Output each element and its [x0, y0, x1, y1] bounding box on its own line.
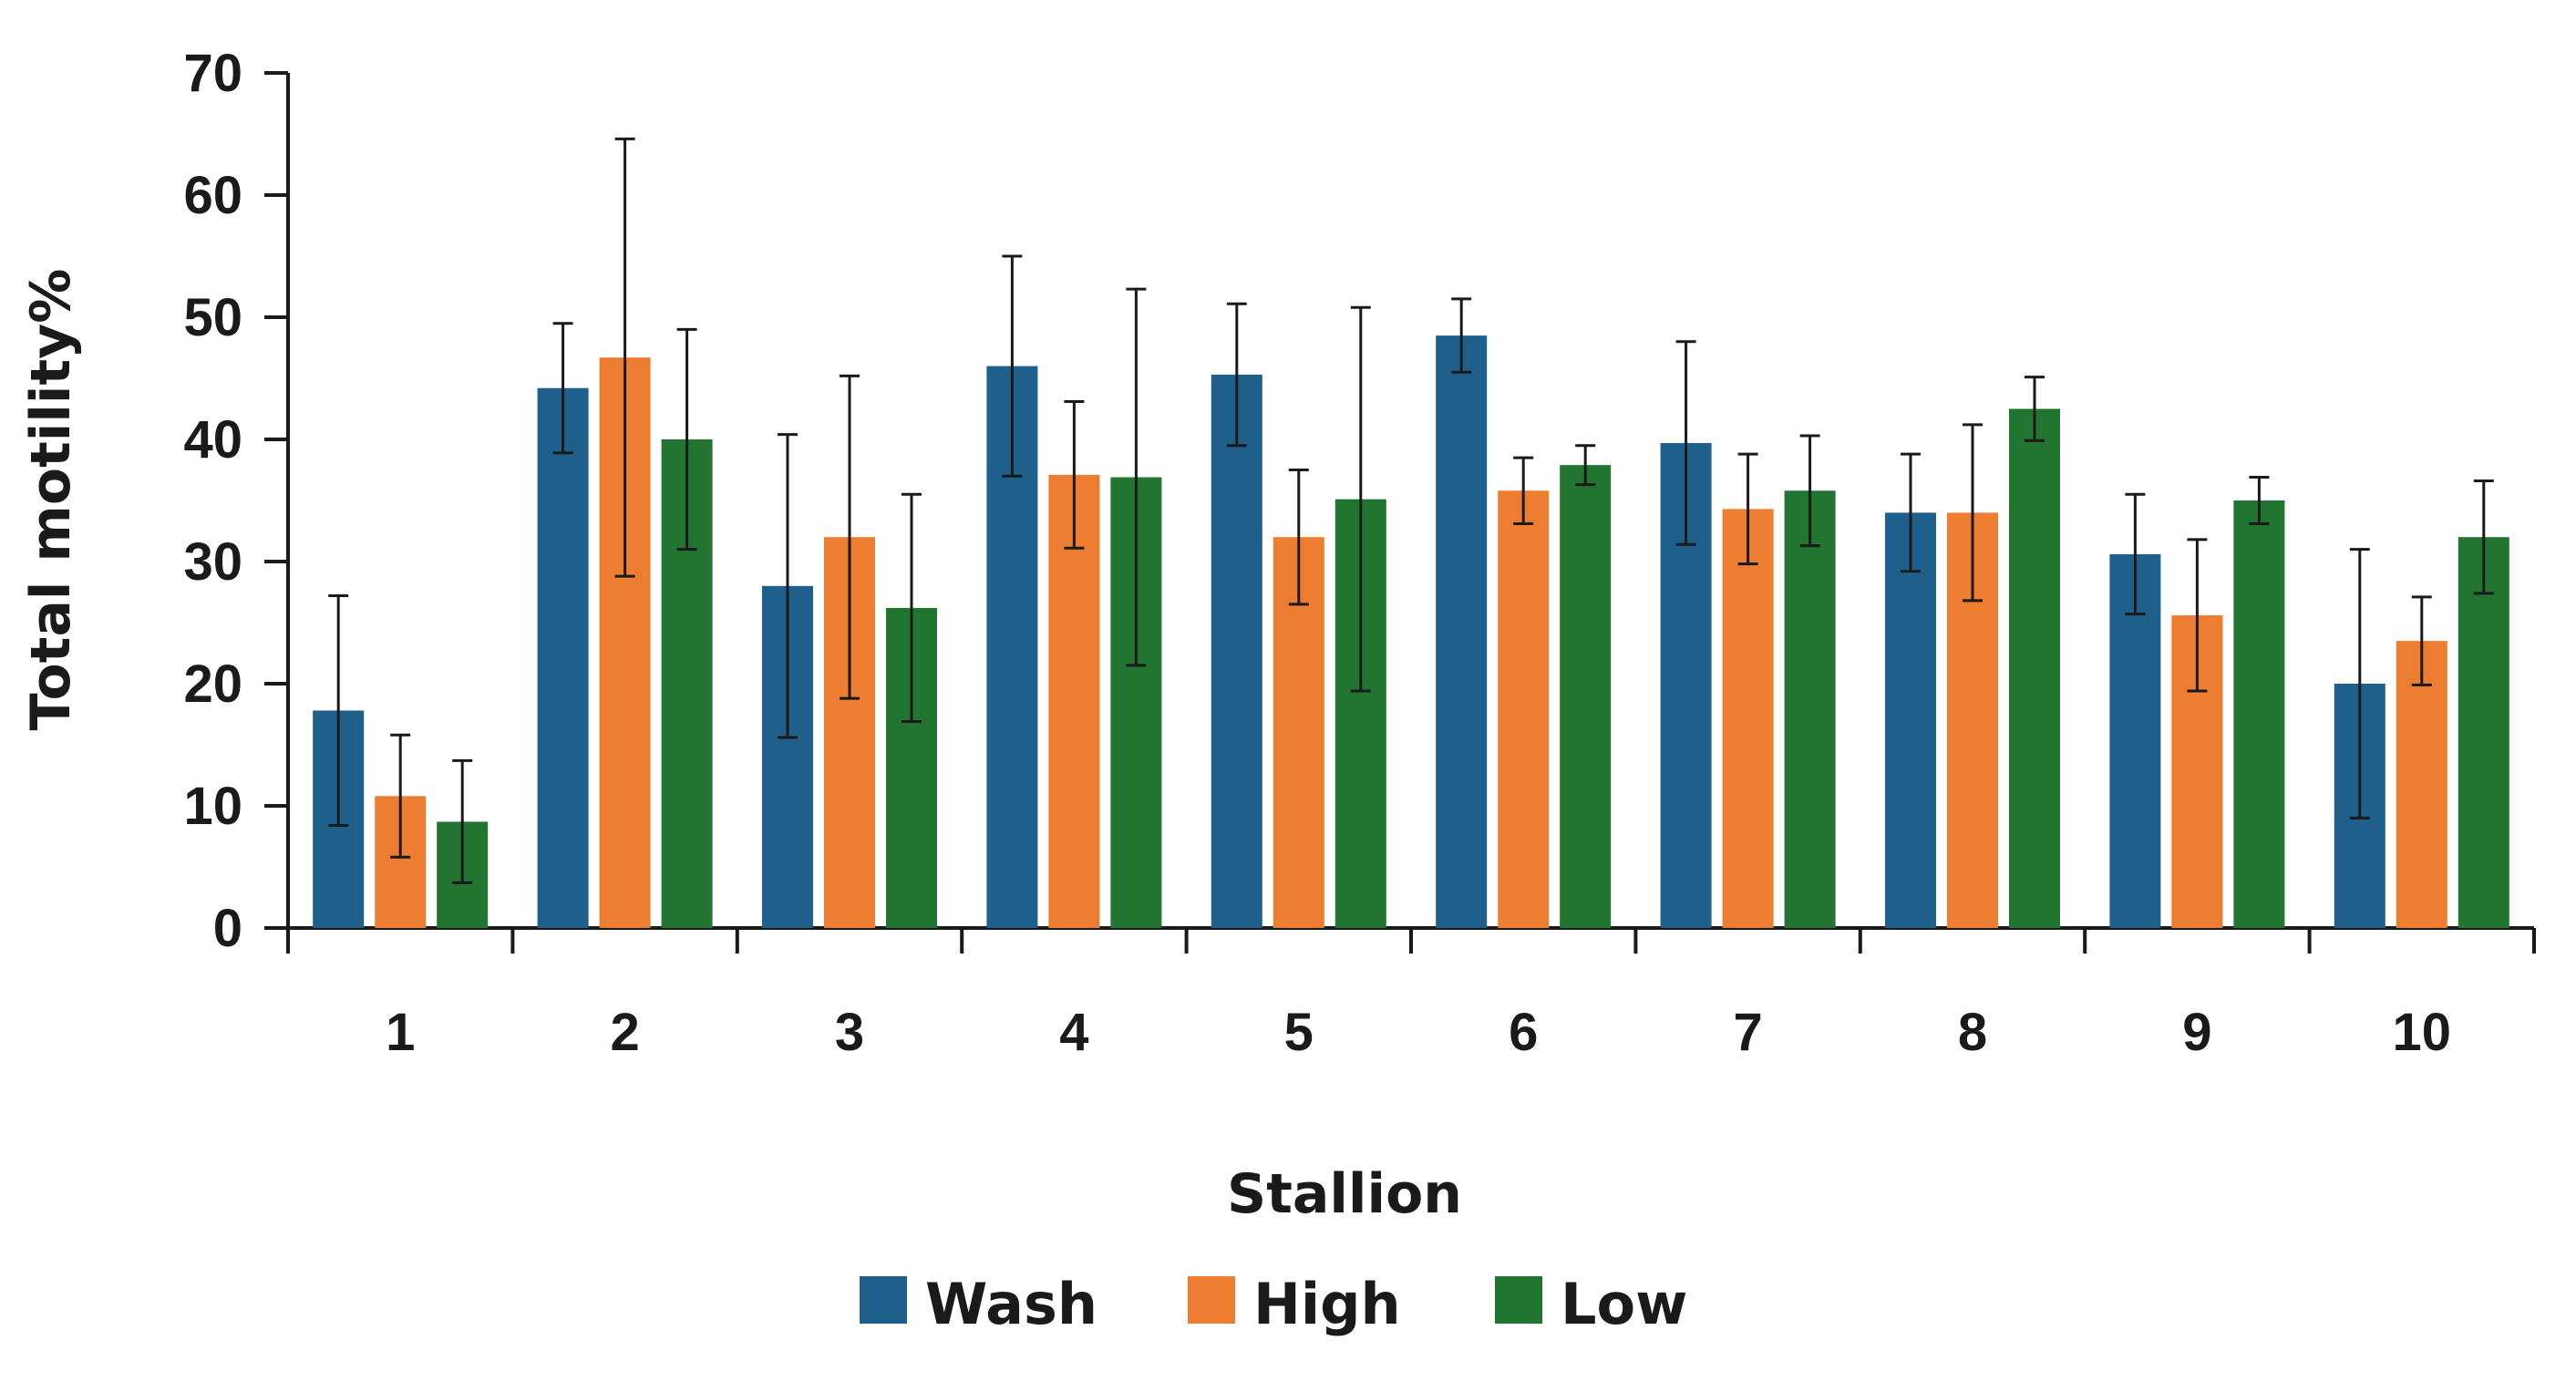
x-tick-label: 2	[610, 1003, 639, 1062]
bar-high-4	[1048, 474, 1100, 928]
y-tick-label: 10	[183, 777, 242, 836]
bars	[313, 335, 2509, 929]
bar-high-6	[1498, 490, 1550, 928]
x-tick-label: 9	[2182, 1003, 2211, 1062]
bar-wash-6	[1436, 335, 1488, 929]
legend-swatch-low	[1495, 1276, 1542, 1324]
y-tick-label: 30	[183, 532, 242, 592]
bar-low-10	[2458, 537, 2509, 928]
y-tick-label: 60	[183, 166, 242, 225]
legend-label-high: High	[1253, 1271, 1401, 1337]
x-tick-label: 4	[1059, 1003, 1088, 1062]
x-axis-title: Stallion	[1227, 1162, 1462, 1226]
x-tick-label: 5	[1284, 1003, 1314, 1062]
bar-low-7	[1784, 490, 1836, 928]
bar-wash-2	[537, 387, 589, 929]
bar-wash-9	[2109, 553, 2161, 928]
bar-low-6	[1560, 465, 1612, 928]
y-tick-label: 50	[183, 288, 242, 347]
error-bars	[328, 137, 2494, 884]
legend-label-wash: Wash	[925, 1271, 1097, 1337]
x-tick-label: 3	[835, 1003, 864, 1062]
x-tick-label: 6	[1509, 1003, 1538, 1062]
y-axis-title: Total motility%	[19, 269, 83, 731]
x-tick-label: 10	[2393, 1003, 2452, 1062]
y-axis: 0 10 20 30 40 50 60 70	[183, 44, 290, 958]
bar-wash-5	[1211, 374, 1262, 929]
legend-swatch-high	[1188, 1276, 1235, 1324]
y-tick-label: 0	[213, 899, 242, 958]
bar-low-8	[2009, 408, 2060, 928]
bar-wash-8	[1885, 512, 1936, 928]
y-tick-label: 40	[183, 410, 242, 469]
bar-high-7	[1722, 509, 1774, 928]
legend-label-low: Low	[1561, 1271, 1687, 1337]
bar-low-9	[2233, 500, 2285, 928]
legend: Wash High Low	[860, 1271, 1687, 1337]
y-tick-label: 70	[183, 44, 242, 103]
x-tick-label: 7	[1733, 1003, 1762, 1062]
x-axis: 1 2 3 4 5 6 7 8 9 10	[286, 926, 2536, 1062]
y-tick-label: 20	[183, 655, 242, 714]
legend-swatch-wash	[860, 1276, 907, 1324]
bar-high-10	[2396, 641, 2447, 928]
x-tick-label: 8	[1958, 1003, 1987, 1062]
x-tick-label: 1	[386, 1003, 415, 1062]
